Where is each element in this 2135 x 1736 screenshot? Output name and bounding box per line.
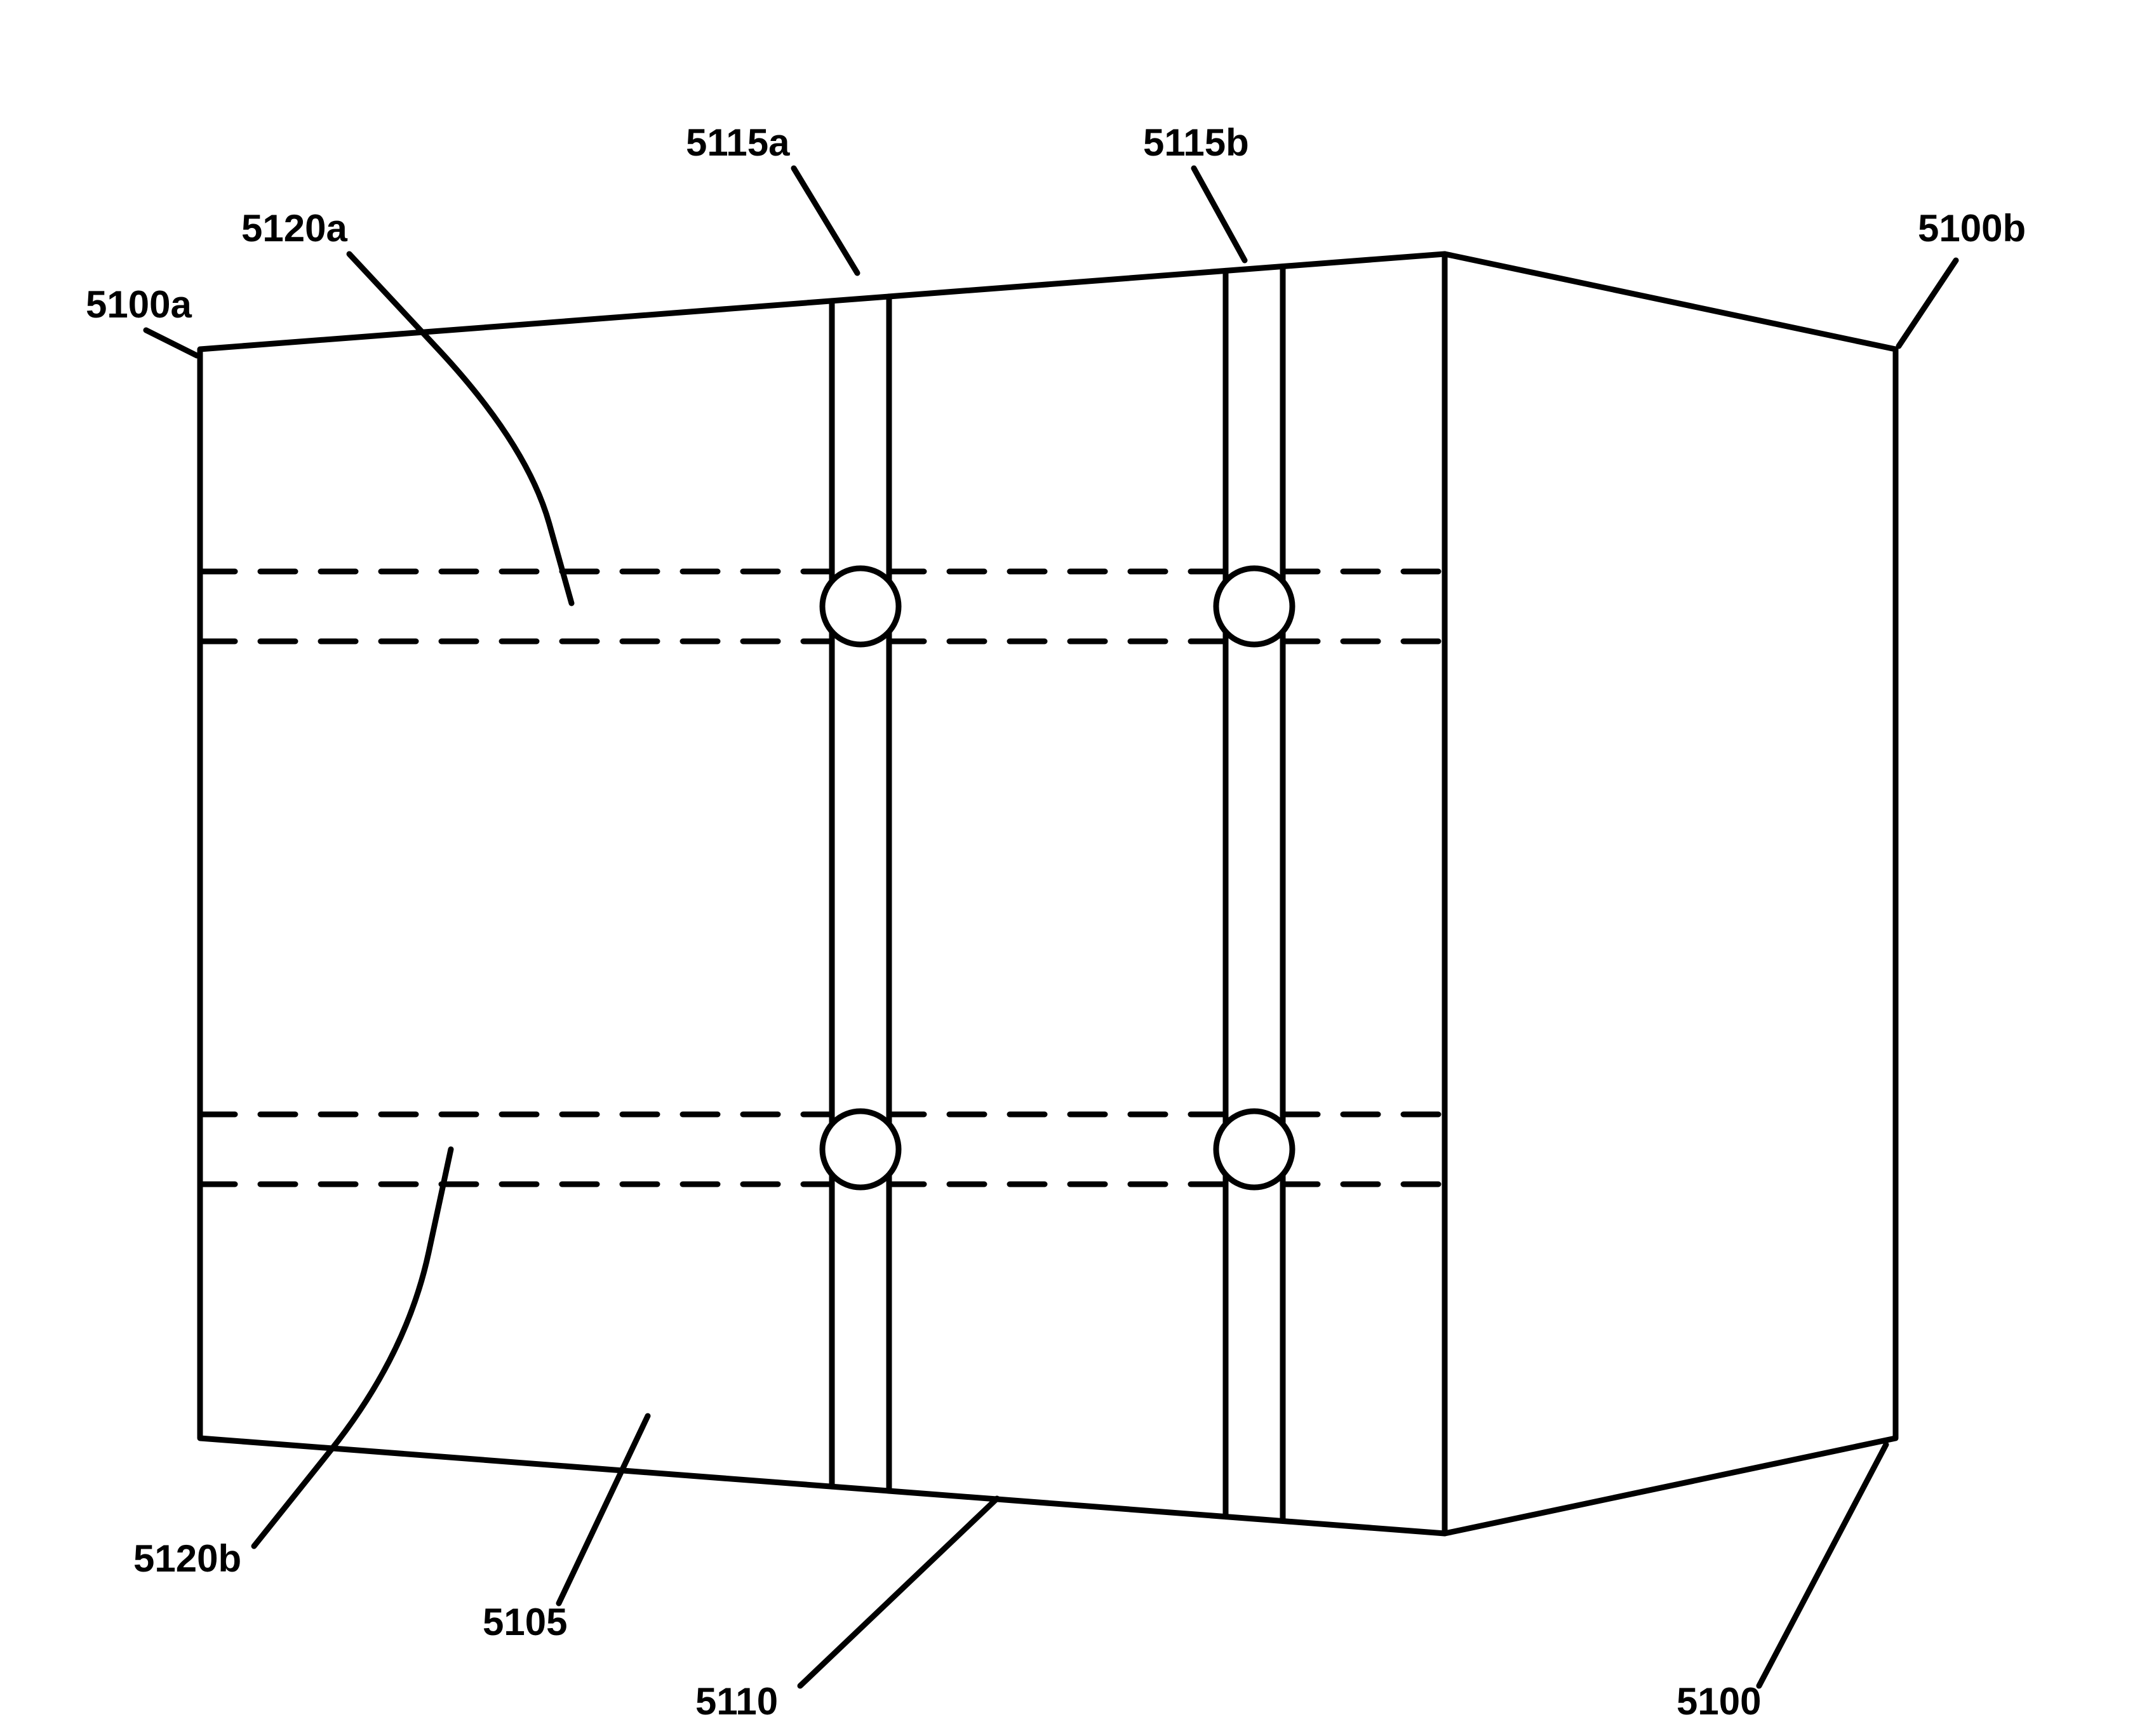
connector-circle-0-1: [822, 1111, 899, 1187]
label-5120a: 5120a: [241, 207, 347, 250]
label-5115b: 5115b: [1143, 121, 1249, 164]
label-5100b: 5100b: [1918, 207, 2026, 250]
label-5115a: 5115a: [686, 121, 790, 164]
connector-circle-0-0: [822, 568, 899, 644]
connector-circle-1-0: [1216, 568, 1292, 644]
label-5110: 5110: [695, 1680, 778, 1723]
label-5100a: 5100a: [86, 283, 192, 326]
label-5105: 5105: [483, 1601, 567, 1643]
connector-circle-1-1: [1216, 1111, 1292, 1187]
label-5120b: 5120b: [133, 1537, 241, 1580]
device-outline: [200, 254, 1896, 1533]
label-5100: 5100: [1677, 1680, 1761, 1723]
